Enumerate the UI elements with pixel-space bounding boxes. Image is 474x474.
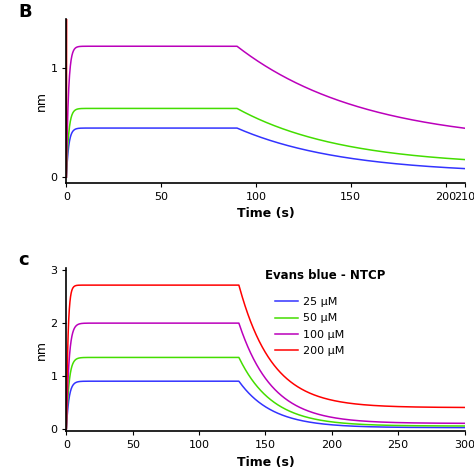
Text: c: c bbox=[18, 251, 29, 269]
Y-axis label: nm: nm bbox=[35, 91, 47, 111]
Text: B: B bbox=[18, 2, 32, 20]
Y-axis label: nm: nm bbox=[35, 339, 47, 359]
X-axis label: Time (s): Time (s) bbox=[237, 207, 294, 220]
X-axis label: Time (s): Time (s) bbox=[237, 456, 294, 469]
Text: Evans blue - NTCP: Evans blue - NTCP bbox=[265, 269, 386, 283]
Legend: 25 μM, 50 μM, 100 μM, 200 μM: 25 μM, 50 μM, 100 μM, 200 μM bbox=[271, 293, 349, 360]
